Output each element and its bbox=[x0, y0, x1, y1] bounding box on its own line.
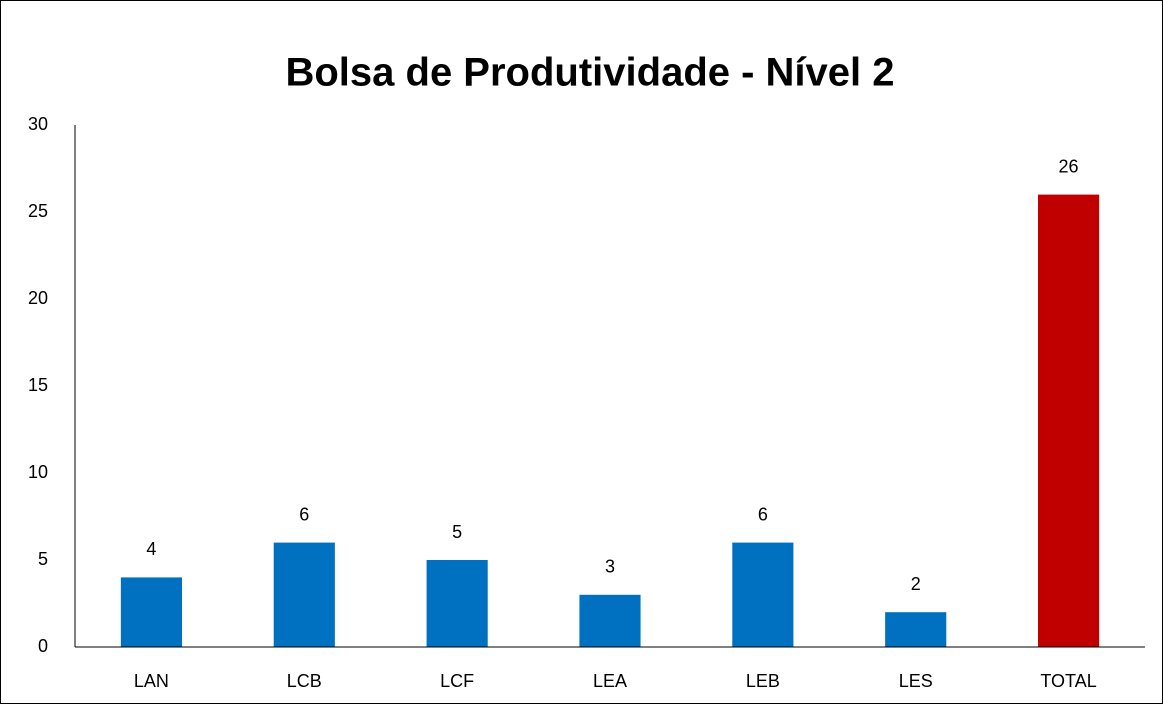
data-label: 26 bbox=[1059, 156, 1079, 176]
bar bbox=[885, 612, 947, 647]
x-tick-label: LCF bbox=[440, 671, 474, 691]
bar bbox=[273, 542, 335, 647]
data-label: 6 bbox=[758, 504, 768, 524]
x-tick-label: LEB bbox=[746, 671, 780, 691]
y-tick-label: 0 bbox=[38, 636, 48, 656]
data-label: 2 bbox=[911, 574, 921, 594]
x-tick-label: LES bbox=[899, 671, 933, 691]
y-tick-label: 25 bbox=[28, 201, 48, 221]
x-tick-label: TOTAL bbox=[1040, 671, 1096, 691]
data-label: 3 bbox=[605, 557, 615, 577]
x-tick-label: LAN bbox=[134, 671, 169, 691]
data-label: 4 bbox=[146, 539, 156, 559]
x-tick-label: LCB bbox=[287, 671, 322, 691]
y-tick-label: 30 bbox=[28, 114, 48, 134]
data-label: 5 bbox=[452, 522, 462, 542]
y-tick-label: 5 bbox=[38, 549, 48, 569]
y-tick-label: 20 bbox=[28, 288, 48, 308]
bar bbox=[579, 594, 641, 647]
x-tick-label: LEA bbox=[593, 671, 627, 691]
bar bbox=[732, 542, 794, 647]
y-tick-label: 15 bbox=[28, 375, 48, 395]
bar bbox=[426, 560, 488, 647]
bar bbox=[1038, 194, 1100, 647]
data-label: 6 bbox=[299, 504, 309, 524]
chart-title: Bolsa de Produtividade - Nível 2 bbox=[285, 51, 894, 95]
y-tick-label: 10 bbox=[28, 462, 48, 482]
bar bbox=[120, 577, 182, 647]
